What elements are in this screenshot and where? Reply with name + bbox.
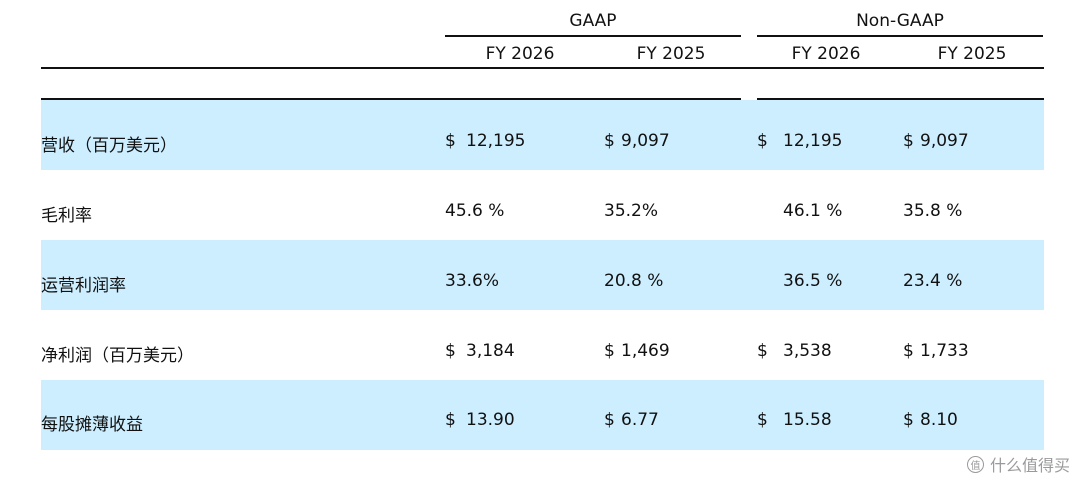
cell-value: 45.6 %: [445, 201, 505, 221]
cell-value: 3,184: [466, 341, 515, 361]
header-rule: [41, 67, 1044, 69]
column-header-nongaap-fy2025: FY 2025: [937, 44, 1007, 64]
currency-sign: $: [903, 341, 914, 361]
non-gaap-underline: [757, 35, 1043, 37]
gaap-underline: [445, 35, 741, 37]
cell-value: 15.58: [783, 410, 832, 430]
currency-sign: $: [445, 341, 456, 361]
cell-value: 35.2%: [604, 201, 659, 221]
cell-value: 12,195: [783, 131, 843, 151]
cell-value: 9,097: [920, 131, 969, 151]
row-label-operating-margin: 运营利润率: [41, 276, 126, 296]
cell-value: 9,097: [621, 131, 670, 151]
row-band-revenue: [41, 100, 1044, 170]
currency-sign: $: [604, 410, 615, 430]
row-label-net-income: 净利润（百万美元）: [41, 346, 194, 366]
currency-sign: $: [903, 410, 914, 430]
currency-sign: $: [604, 341, 615, 361]
row-band-operating-margin: [41, 240, 1044, 310]
column-header-nongaap-fy2026: FY 2026: [791, 44, 861, 64]
currency-sign: $: [903, 131, 914, 151]
cell-value: 8.10: [920, 410, 958, 430]
cell-value: 1,469: [621, 341, 670, 361]
column-header-gaap-fy2026: FY 2026: [485, 44, 555, 64]
cell-value: 20.8 %: [604, 271, 664, 291]
cell-value: 1,733: [920, 341, 969, 361]
cell-value: 6.77: [621, 410, 659, 430]
currency-sign: $: [445, 131, 456, 151]
column-header-gaap-fy2025: FY 2025: [636, 44, 706, 64]
currency-sign: $: [604, 131, 615, 151]
group-header-gaap: GAAP: [569, 11, 617, 31]
currency-sign: $: [757, 341, 768, 361]
watermark: 值 什么值得买: [966, 452, 1070, 476]
cell-value: 33.6%: [445, 271, 500, 291]
group-header-non-gaap: Non-GAAP: [856, 11, 944, 31]
row-band-gross-margin: [41, 170, 1044, 240]
row-band-eps: [41, 380, 1044, 450]
row-label-eps: 每股摊薄收益: [41, 415, 143, 435]
cell-value: 13.90: [466, 410, 515, 430]
watermark-text: 什么值得买: [989, 456, 1070, 475]
body-rule-right: [757, 98, 1044, 100]
cell-value: 12,195: [466, 131, 526, 151]
cell-value: 36.5 %: [783, 271, 843, 291]
row-label-revenue: 营收（百万美元）: [41, 136, 177, 156]
body-rule-left: [41, 98, 741, 100]
currency-sign: $: [757, 131, 768, 151]
currency-sign: $: [757, 410, 768, 430]
row-label-gross-margin: 毛利率: [41, 206, 92, 226]
cell-value: 23.4 %: [903, 271, 963, 291]
cell-value: 35.8 %: [903, 201, 963, 221]
cell-value: 3,538: [783, 341, 832, 361]
currency-sign: $: [445, 410, 456, 430]
watermark-logo-icon: 值: [966, 455, 984, 473]
cell-value: 46.1 %: [783, 201, 843, 221]
